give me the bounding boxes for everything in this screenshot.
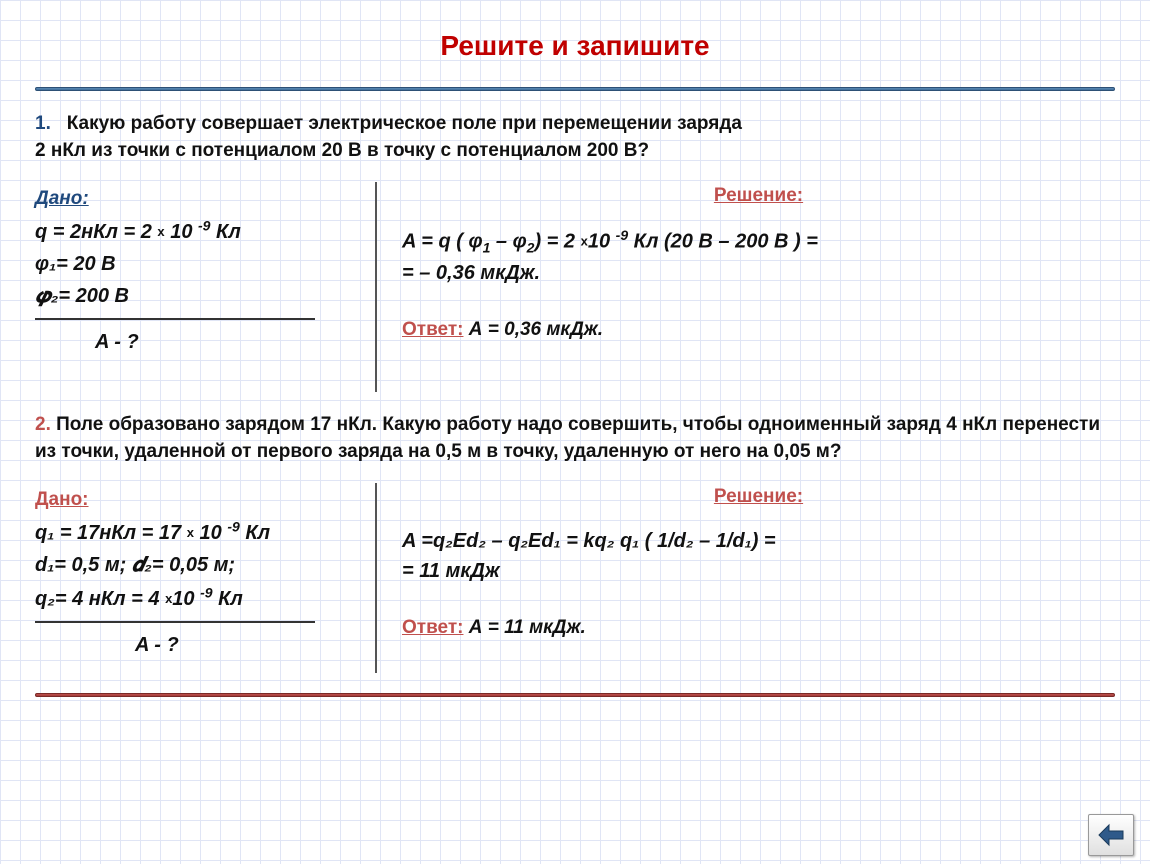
p2-given-q1: q₁ = 17нКл = 17 х 10 -9 Кл: [35, 522, 270, 544]
solution-label-2: Решение:: [402, 483, 1115, 512]
nav-prev-button[interactable]: [1088, 814, 1134, 856]
p1-answer: Ответ: А = 0,36 мкДж.: [402, 316, 1115, 345]
p2-given-d: d₁= 0,5 м; 𝒅₂= 0,05 м;: [35, 554, 235, 576]
arrow-left-icon: [1097, 823, 1125, 847]
problem2-body: Поле образовано зарядом 17 нКл. Какую ра…: [35, 414, 1100, 462]
problem2-number: 2.: [35, 414, 51, 435]
problem1-line2: 2 нКл из точки с потенциалом 20 В в точк…: [35, 140, 649, 161]
p2-find: A - ?: [35, 629, 375, 661]
answer-label-2: Ответ:: [402, 617, 463, 638]
problem2-given: Дано: q₁ = 17нКл = 17 х 10 -9 Кл d₁= 0,5…: [35, 483, 375, 673]
given-divider-2: [35, 621, 315, 623]
problem1-line1: Какую работу совершает электрическое пол…: [67, 113, 742, 134]
p2-given-q2: q₂= 4 нКл = 4 х10 -9 Кл: [35, 588, 243, 610]
p1-given-phi2: 𝝋₂= 200 В: [35, 285, 129, 307]
divider-top: [35, 87, 1115, 91]
p2-sol-line2: = 11 мкДж: [402, 556, 1115, 586]
solution-label: Решение:: [402, 182, 1115, 211]
p2-sol-line1: A =q₂Ed₂ – q₂Ed₁ = kq₂ q₁ ( 1/d₂ – 1/d₁)…: [402, 526, 1115, 556]
problem1-number: 1.: [35, 113, 51, 134]
problem1-solution: Решение: A = q ( φ1 – φ2) = 2 х10 -9 Кл …: [402, 182, 1115, 392]
given-divider: [35, 318, 315, 320]
divider-bottom: [35, 693, 1115, 697]
p2-answer: Ответ: А = 11 мкДж.: [402, 614, 1115, 643]
problem2-statement: 2. Поле образовано зарядом 17 нКл. Какую…: [35, 412, 1115, 465]
given-label-2: Дано:: [35, 489, 89, 510]
p1-given-q: q = 2нКл = 2 х 10 -9 Кл: [35, 221, 241, 243]
problem1-statement: 1. Какую работу совершает электрическое …: [35, 111, 1115, 164]
vertical-separator-2: [375, 483, 377, 673]
given-label: Дано:: [35, 188, 89, 209]
vertical-separator: [375, 182, 377, 392]
p1-given-phi1: φ₁= 20 В: [35, 253, 116, 275]
p1-find: A - ?: [35, 326, 375, 358]
answer-label: Ответ:: [402, 319, 463, 340]
p1-sol-line1: A = q ( φ1 – φ2) = 2 х10 -9 Кл (20 В – 2…: [402, 225, 1115, 259]
problem2-solution: Решение: A =q₂Ed₂ – q₂Ed₁ = kq₂ q₁ ( 1/d…: [402, 483, 1115, 673]
p1-sol-line2: = – 0,36 мкДж.: [402, 258, 1115, 288]
page-title: Решите и запишите: [35, 30, 1115, 62]
problem1-given: Дано: q = 2нКл = 2 х 10 -9 Кл φ₁= 20 В 𝝋…: [35, 182, 375, 392]
